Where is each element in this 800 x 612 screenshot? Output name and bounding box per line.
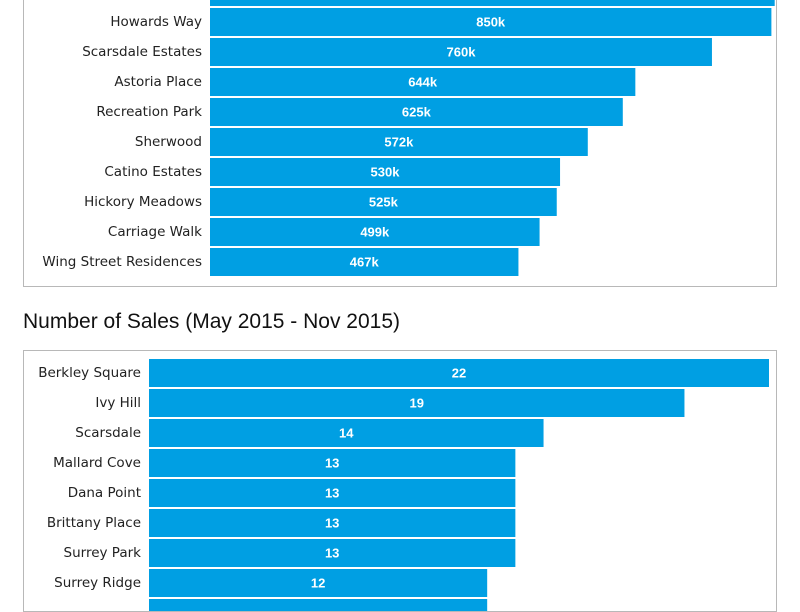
- category-label: Surrey Ridge: [54, 575, 141, 591]
- bar: [149, 599, 488, 611]
- category-label: Sherwood: [135, 134, 202, 150]
- category-label: Scarsdale Estates: [82, 44, 202, 60]
- value-label: 14: [339, 426, 354, 441]
- category-label: Surrey Park: [64, 545, 142, 561]
- number-of-sales-bar-chart: Berkley Square 22 Ivy Hill 19 Scarsdale 14 Mal…: [38, 359, 769, 611]
- category-label: Howards Way: [110, 14, 202, 30]
- bar: [210, 68, 636, 96]
- value-label: 22: [452, 366, 466, 381]
- bar: [149, 539, 516, 567]
- category-label: Mallard Cove: [53, 455, 141, 471]
- value-label: 525k: [369, 195, 399, 210]
- category-label: Hickory Meadows: [84, 194, 202, 210]
- category-label: Berkley Square: [38, 365, 141, 381]
- value-label: 644k: [408, 75, 438, 90]
- bar: [210, 98, 623, 126]
- value-label: 12: [311, 576, 325, 591]
- bar: [149, 509, 516, 537]
- number-of-sales-chart-panel: Berkley Square 22 Ivy Hill 19 Scarsdale 14 Mal…: [23, 350, 777, 612]
- value-label: 499k: [360, 225, 390, 240]
- avg-price-chart-panel: Howards Way 850k Scarsdale Estates 760k Asto…: [23, 0, 777, 287]
- bar: [149, 569, 488, 597]
- bar: [149, 449, 516, 477]
- value-label: 625k: [402, 105, 432, 120]
- number-of-sales-title: Number of Sales (May 2015 - Nov 2015): [23, 310, 401, 333]
- value-label: 19: [409, 396, 423, 411]
- category-label: Catino Estates: [104, 164, 202, 180]
- category-label: Astoria Place: [114, 74, 202, 90]
- bar: [210, 0, 775, 6]
- bar: [149, 419, 544, 447]
- category-label: Ivy Hill: [95, 395, 141, 411]
- value-label: 572k: [384, 135, 414, 150]
- bar: [149, 479, 516, 507]
- value-label: 850k: [476, 15, 506, 30]
- category-label: Scarsdale: [75, 425, 141, 441]
- value-label: 467k: [350, 255, 380, 270]
- category-label: Brittany Place: [47, 515, 141, 531]
- value-label: 13: [325, 456, 339, 471]
- category-label: Carriage Walk: [108, 224, 202, 240]
- avg-price-bar-chart: Howards Way 850k Scarsdale Estates 760k Asto…: [42, 0, 775, 276]
- category-label: Recreation Park: [96, 104, 202, 120]
- bar: [149, 389, 685, 417]
- category-label: Wing Street Residences: [42, 254, 202, 270]
- category-label: Dana Point: [68, 485, 141, 501]
- bar: [149, 359, 769, 387]
- bar: [210, 248, 519, 276]
- bar: [210, 128, 588, 156]
- value-label: 13: [325, 486, 339, 501]
- bar: [210, 38, 712, 66]
- bar: [210, 8, 772, 36]
- bar: [210, 158, 561, 186]
- value-label: 530k: [371, 165, 401, 180]
- bar: [210, 188, 557, 216]
- value-label: 760k: [447, 45, 477, 60]
- value-label: 13: [325, 516, 339, 531]
- bar: [210, 218, 540, 246]
- value-label: 13: [325, 546, 339, 561]
